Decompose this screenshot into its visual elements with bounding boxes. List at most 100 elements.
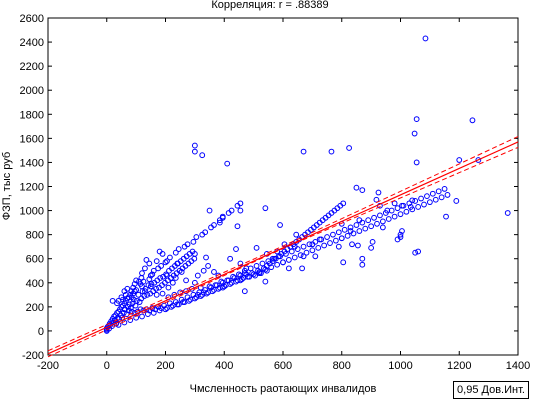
scatter-point xyxy=(315,244,322,251)
scatter-point xyxy=(332,237,339,244)
scatter-point xyxy=(202,229,209,236)
scatter-point xyxy=(365,217,372,224)
scatter-point xyxy=(174,301,181,308)
scatter-point xyxy=(403,208,410,215)
scatter-point xyxy=(142,288,148,295)
scatter-point xyxy=(300,243,307,250)
scatter-point xyxy=(412,198,419,204)
scatter-point xyxy=(211,269,217,275)
scatter-point xyxy=(424,193,430,200)
scatter-point xyxy=(191,295,198,302)
scatter-point xyxy=(126,301,133,308)
scatter-point xyxy=(394,205,401,212)
scatter-point xyxy=(120,296,126,303)
x-tick-label: 1200 xyxy=(447,360,471,372)
confidence-interval-legend: 0,95 Дов.Инт. xyxy=(453,381,529,399)
scatter-point xyxy=(120,309,127,316)
scatter-point xyxy=(382,210,389,216)
y-tick-label: 2000 xyxy=(20,85,44,97)
scatter-point xyxy=(194,272,201,279)
scatter-point xyxy=(299,265,305,272)
y-tick-label: 1600 xyxy=(20,133,44,145)
scatter-point xyxy=(228,207,235,214)
y-tick-label: 2600 xyxy=(20,13,44,25)
scatter-point xyxy=(164,258,170,265)
scatter-point xyxy=(158,263,164,269)
scatter-point xyxy=(415,204,422,210)
scatter-point xyxy=(388,207,395,214)
scatter-point xyxy=(400,202,407,209)
scatter-point xyxy=(258,270,264,277)
y-tick-label: 1200 xyxy=(20,182,44,194)
scatter-point xyxy=(241,267,248,274)
x-tick-label: 400 xyxy=(215,360,233,372)
scatter-point xyxy=(335,243,342,250)
scatter-point xyxy=(256,269,263,275)
scatter-point xyxy=(379,218,386,225)
scatter-point xyxy=(147,283,154,290)
scatter-point xyxy=(353,222,360,228)
scatter-point xyxy=(429,190,436,197)
scatter-point xyxy=(237,207,244,214)
scatter-point xyxy=(169,279,176,286)
scatter-point xyxy=(150,267,157,274)
y-tick-label: 200 xyxy=(26,302,44,314)
plot-area-frame xyxy=(47,17,519,356)
x-tick-label: -200 xyxy=(37,360,59,372)
scatter-point xyxy=(109,297,116,304)
scatter-point xyxy=(456,157,463,163)
y-tick-label: -200 xyxy=(22,350,44,362)
scatter-point xyxy=(227,255,234,262)
scatter-point xyxy=(237,260,244,267)
scatter-point xyxy=(140,278,147,285)
scatter-point xyxy=(262,278,269,285)
scatter-point xyxy=(321,242,328,249)
scatter-point xyxy=(413,116,420,122)
scatter-point xyxy=(371,214,377,221)
scatter-point xyxy=(127,317,134,323)
scatter-point xyxy=(300,253,307,260)
scatter-point xyxy=(133,287,140,293)
scatter-point xyxy=(135,291,142,298)
scatter-point xyxy=(285,257,292,263)
scatter-point xyxy=(180,299,187,305)
scatter-point xyxy=(312,238,319,245)
scatter-point xyxy=(233,246,239,252)
y-tick-label: 600 xyxy=(26,254,44,266)
scatter-point xyxy=(186,297,192,304)
scatter-point xyxy=(397,211,404,218)
scatter-point xyxy=(346,145,352,151)
scatter-point xyxy=(206,207,213,214)
scatter-point xyxy=(191,148,198,155)
scatter-point xyxy=(153,285,160,292)
scatter-point xyxy=(131,288,138,295)
y-tick-label: 800 xyxy=(26,230,44,242)
scatter-point xyxy=(303,249,310,256)
scatter-point xyxy=(422,35,429,42)
scatter-point xyxy=(328,148,335,155)
scatter-point xyxy=(148,281,155,287)
scatter-point xyxy=(227,281,234,287)
scatter-point xyxy=(274,261,281,268)
scatter-point xyxy=(355,242,361,249)
y-tick-label: 1000 xyxy=(20,206,44,218)
scatter-point xyxy=(394,236,401,243)
x-axis-label: Чмсленность раотающих инвалидов xyxy=(190,383,377,395)
scatter-point xyxy=(162,306,169,313)
scatter-point xyxy=(203,254,209,261)
scatter-point xyxy=(330,231,336,238)
scatter-point xyxy=(409,206,416,213)
scatter-point xyxy=(374,220,380,227)
scatter-point xyxy=(209,288,216,295)
scatter-point xyxy=(359,255,366,262)
scatter-point xyxy=(200,267,207,274)
scatter-point xyxy=(199,152,206,159)
y-tick-label: 1400 xyxy=(20,157,44,169)
scatter-point xyxy=(122,291,129,298)
scatter-point xyxy=(150,309,157,316)
scatter-point xyxy=(147,272,154,279)
scatter-point xyxy=(327,240,333,246)
scatter-point xyxy=(144,311,151,317)
scatter-point xyxy=(221,283,228,290)
scatter-point xyxy=(262,205,269,212)
